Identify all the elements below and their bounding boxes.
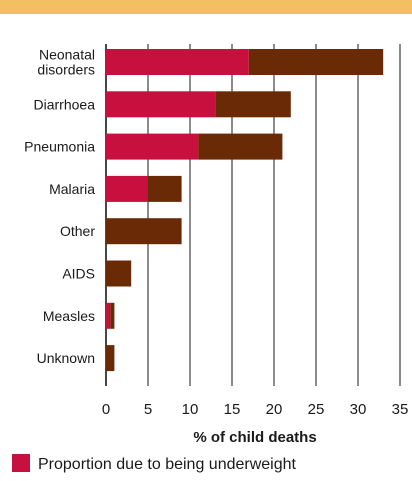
- bar-pneumonia-s1: [198, 133, 283, 160]
- x-tick-0: 0: [102, 401, 110, 418]
- category-label-pneumonia: Pneumonia: [24, 139, 95, 155]
- bar-measles-s0: [106, 302, 111, 329]
- bar-aids-s1: [106, 260, 132, 287]
- category-label-malaria: Malaria: [49, 181, 95, 197]
- category-label-aids: AIDS: [62, 266, 95, 282]
- x-tick-labels: 0 5 10 15 20 25 30 35: [102, 401, 409, 418]
- bar-pneumonia-s0: [106, 133, 199, 160]
- top-color-band: [0, 0, 412, 14]
- bar-malaria-s0: [106, 175, 148, 202]
- bar-measles-s1: [110, 302, 115, 329]
- legend-label-underweight: Proportion due to being underweight: [38, 456, 297, 473]
- x-axis-title: % of child deaths: [193, 429, 316, 446]
- bar-diarrhoea-s1: [215, 91, 291, 118]
- x-tick-30: 30: [350, 401, 367, 418]
- bar-malaria-s1: [148, 175, 182, 202]
- category-labels: Neonatal disorders Diarrhoea Pneumonia Malar…: [24, 47, 95, 367]
- grid-lines: [105, 44, 401, 386]
- x-tick-10: 10: [182, 401, 199, 418]
- x-tick-20: 20: [266, 401, 283, 418]
- x-tick-35: 35: [392, 401, 409, 418]
- bar-other-s1: [106, 218, 182, 245]
- category-label-neonatal-disorders: Neonatal disorders: [37, 47, 95, 78]
- bars: [106, 49, 384, 372]
- category-label-unknown: Unknown: [37, 350, 95, 366]
- category-label-diarrhoea: Diarrhoea: [34, 96, 96, 112]
- x-tick-15: 15: [224, 401, 241, 418]
- bar-unknown-s1: [106, 345, 115, 372]
- x-tick-5: 5: [144, 401, 152, 418]
- bar-diarrhoea-s0: [106, 91, 216, 118]
- bar-neonatal-disorders-s0: [106, 49, 249, 75]
- legend-swatch-underweight: [12, 454, 30, 472]
- x-tick-25: 25: [308, 401, 325, 418]
- category-label-measles: Measles: [43, 308, 95, 324]
- bar-neonatal-disorders-s1: [248, 49, 384, 75]
- category-label-other: Other: [60, 223, 95, 239]
